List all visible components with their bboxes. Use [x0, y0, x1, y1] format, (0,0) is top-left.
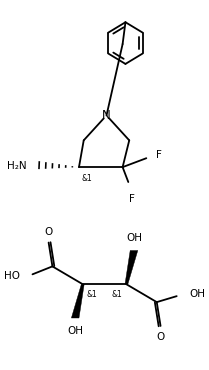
Polygon shape: [71, 284, 84, 318]
Text: N: N: [102, 109, 111, 122]
Text: OH: OH: [126, 233, 142, 243]
Text: F: F: [156, 150, 162, 160]
Text: OH: OH: [189, 289, 205, 299]
Text: H₂N: H₂N: [7, 161, 27, 171]
Text: HO: HO: [4, 271, 20, 281]
Text: OH: OH: [67, 326, 83, 336]
Polygon shape: [125, 250, 138, 284]
Text: &1: &1: [82, 174, 93, 183]
Text: O: O: [156, 332, 165, 342]
Text: &1: &1: [87, 290, 97, 299]
Text: &1: &1: [112, 290, 123, 299]
Text: F: F: [129, 194, 135, 204]
Text: O: O: [45, 226, 53, 236]
